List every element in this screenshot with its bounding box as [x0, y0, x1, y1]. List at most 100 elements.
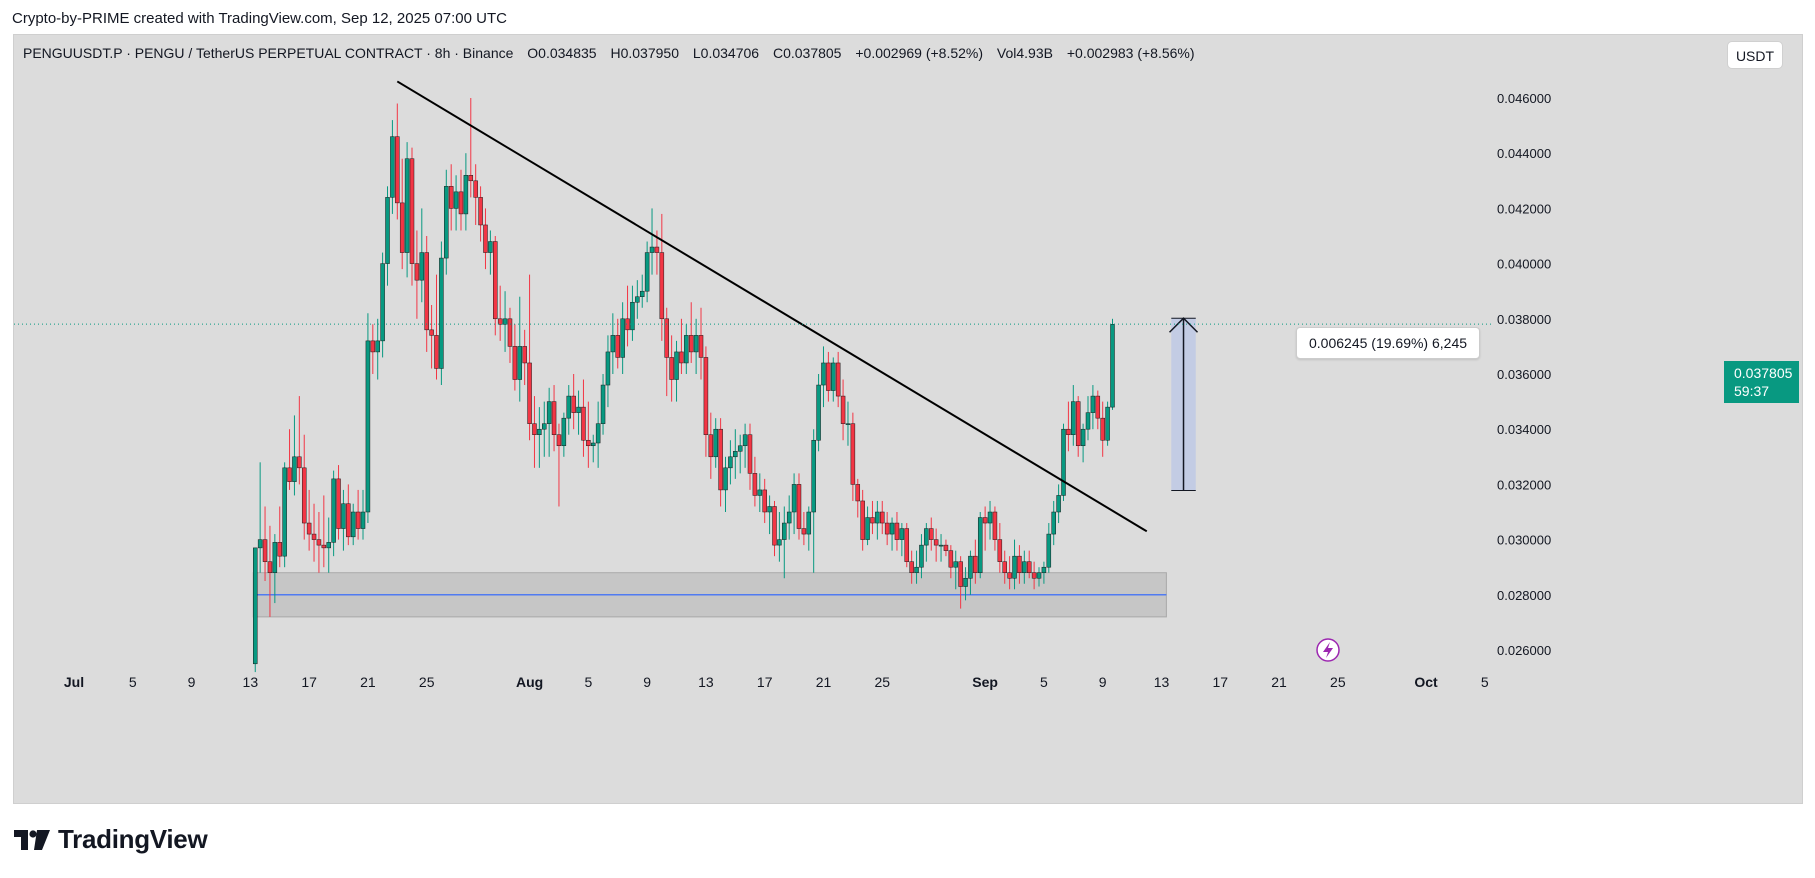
candle[interactable] — [350, 503, 356, 546]
candle[interactable] — [586, 401, 591, 468]
candle[interactable] — [679, 318, 684, 374]
candle[interactable] — [1105, 401, 1110, 446]
candle[interactable] — [649, 208, 655, 275]
candle[interactable] — [267, 525, 273, 617]
candle[interactable] — [527, 274, 532, 441]
candle[interactable] — [272, 534, 278, 604]
candle[interactable] — [865, 506, 870, 546]
candle[interactable] — [806, 506, 812, 551]
candle[interactable] — [380, 252, 385, 358]
candle[interactable] — [889, 517, 895, 551]
footer-logo[interactable]: TradingView — [14, 824, 208, 855]
candle[interactable] — [845, 401, 851, 446]
candle[interactable] — [772, 500, 777, 557]
candle[interactable] — [1110, 318, 1115, 410]
candle[interactable] — [831, 357, 836, 402]
candle[interactable] — [448, 164, 454, 231]
candle[interactable] — [419, 208, 425, 303]
candle[interactable] — [1031, 561, 1037, 590]
candle[interactable] — [713, 418, 718, 468]
candle[interactable] — [928, 517, 934, 551]
candle[interactable] — [434, 274, 439, 380]
candle[interactable] — [786, 495, 792, 540]
candle[interactable] — [375, 318, 380, 380]
candle[interactable] — [1075, 396, 1081, 457]
candle[interactable] — [963, 567, 968, 601]
candle[interactable] — [718, 418, 723, 507]
candle[interactable] — [982, 506, 988, 551]
candle[interactable] — [1071, 385, 1076, 446]
candle[interactable] — [414, 230, 420, 319]
candle[interactable] — [684, 324, 689, 374]
candle[interactable] — [287, 429, 292, 490]
candle[interactable] — [262, 506, 268, 581]
candle[interactable] — [331, 470, 336, 557]
candle[interactable] — [1066, 401, 1071, 452]
candle[interactable] — [1085, 396, 1091, 441]
candle[interactable] — [958, 556, 963, 609]
candle[interactable] — [816, 374, 821, 452]
candle[interactable] — [1036, 567, 1042, 587]
candle[interactable] — [880, 500, 885, 535]
candle[interactable] — [1090, 385, 1096, 430]
candle[interactable] — [346, 484, 351, 546]
candle[interactable] — [767, 495, 772, 535]
symbol-description[interactable]: PENGUUSDT.P · PENGU / TetherUS PERPETUAL… — [23, 45, 514, 61]
price-range-measure[interactable] — [1168, 317, 1199, 491]
candle[interactable] — [615, 318, 620, 369]
candle[interactable] — [723, 456, 728, 512]
candle[interactable] — [576, 390, 581, 435]
candle[interactable] — [488, 230, 493, 275]
candle[interactable] — [404, 142, 410, 278]
candle[interactable] — [987, 500, 993, 540]
candle[interactable] — [537, 407, 542, 468]
chart-pane[interactable]: 0.026000 0.028000 0.030000 0.032000 0.034000… — [13, 34, 1803, 804]
candle[interactable] — [728, 440, 733, 485]
candle[interactable] — [458, 169, 464, 231]
candle[interactable] — [595, 401, 601, 468]
candle[interactable] — [1007, 556, 1012, 590]
candle[interactable] — [360, 489, 366, 540]
candle[interactable] — [306, 489, 312, 551]
candle[interactable] — [610, 313, 616, 374]
candle[interactable] — [625, 285, 630, 347]
candle[interactable] — [997, 523, 1003, 573]
candle[interactable] — [953, 550, 958, 590]
candle[interactable] — [546, 387, 552, 457]
candle[interactable] — [399, 158, 405, 270]
candle[interactable] — [1056, 484, 1061, 524]
candle[interactable] — [571, 374, 576, 430]
candle[interactable] — [968, 550, 973, 595]
candle[interactable] — [512, 324, 518, 391]
candle[interactable] — [811, 429, 816, 573]
candle[interactable] — [973, 539, 978, 584]
candle[interactable] — [875, 500, 880, 540]
candle[interactable] — [894, 512, 900, 551]
candle[interactable] — [463, 153, 469, 231]
candle[interactable] — [703, 346, 709, 457]
candle[interactable] — [791, 473, 797, 535]
candle[interactable] — [948, 545, 954, 579]
candle[interactable] — [600, 374, 606, 435]
lightning-alert-icon[interactable] — [1316, 638, 1340, 662]
candle[interactable] — [355, 489, 361, 540]
candle[interactable] — [943, 539, 949, 557]
candle[interactable] — [870, 500, 875, 535]
candle[interactable] — [292, 415, 297, 496]
candle[interactable] — [796, 473, 802, 540]
candle[interactable] — [321, 495, 327, 568]
candle[interactable] — [742, 423, 748, 468]
candle[interactable] — [639, 274, 645, 308]
candle[interactable] — [473, 164, 478, 225]
candle[interactable] — [277, 506, 282, 568]
candle[interactable] — [385, 186, 390, 286]
candle[interactable] — [311, 503, 317, 562]
candle[interactable] — [502, 291, 508, 352]
candle[interactable] — [708, 412, 714, 479]
candle[interactable] — [424, 236, 429, 352]
candle[interactable] — [782, 506, 787, 579]
candle[interactable] — [688, 302, 694, 363]
candle[interactable] — [301, 434, 307, 540]
candle[interactable] — [620, 302, 625, 374]
candle[interactable] — [429, 305, 434, 369]
